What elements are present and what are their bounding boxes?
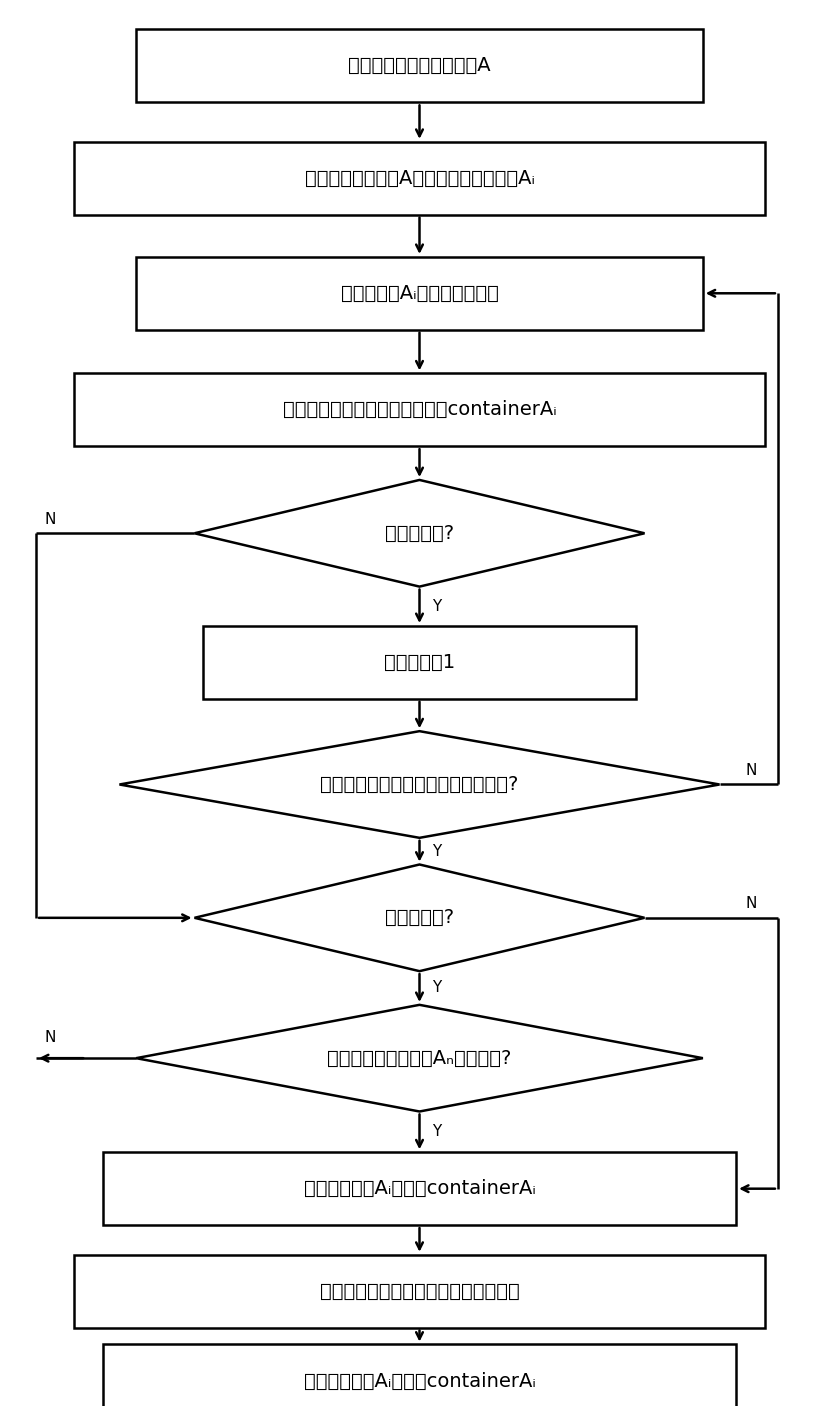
Bar — [74, 142, 765, 214]
Bar — [103, 1153, 736, 1226]
Text: 针对计算任务集合A中的每一个计算任务Aᵢ: 针对计算任务集合A中的每一个计算任务Aᵢ — [305, 169, 534, 187]
Text: N: N — [746, 762, 757, 778]
Text: 有循环属性?: 有循环属性? — [385, 524, 454, 542]
Polygon shape — [195, 865, 644, 971]
Text: N: N — [746, 896, 757, 912]
Bar — [74, 1254, 765, 1327]
Text: 运行计算任务Aᵢ的容器containerAᵢ: 运行计算任务Aᵢ的容器containerAᵢ — [304, 1179, 535, 1198]
Text: 接收提交的计算任务集合A: 接收提交的计算任务集合A — [348, 56, 491, 76]
Text: Y: Y — [432, 981, 441, 996]
Polygon shape — [195, 480, 644, 586]
Bar — [136, 256, 703, 330]
Text: 为计算任务Aᵢ选择客户端节点: 为计算任务Aᵢ选择客户端节点 — [341, 283, 498, 303]
Polygon shape — [136, 1005, 703, 1112]
Text: 运行结束后将计算结果传输到数据仓库: 运行结束后将计算结果传输到数据仓库 — [320, 1282, 519, 1301]
Text: 删除计算任务Aᵢ的容器containerAᵢ: 删除计算任务Aᵢ的容器containerAᵢ — [304, 1371, 535, 1391]
Text: Y: Y — [432, 599, 441, 614]
Text: N: N — [44, 511, 56, 527]
Text: 有依赖属性?: 有依赖属性? — [385, 909, 454, 927]
Text: 循环计数的値是否等于循环属性的値?: 循环计数的値是否等于循环属性的値? — [320, 775, 519, 795]
Bar — [203, 626, 636, 699]
Text: Y: Y — [432, 1124, 441, 1140]
Text: N: N — [44, 1030, 56, 1044]
Bar — [136, 30, 703, 103]
Bar — [74, 373, 765, 447]
Text: 在选择的客户端节点中创建容器containerAᵢ: 在选择的客户端节点中创建容器containerAᵢ — [283, 400, 556, 420]
Text: Y: Y — [432, 844, 441, 858]
Polygon shape — [119, 731, 720, 838]
Text: 依赖的目标计算任务Aₙ运行完毕?: 依赖的目标计算任务Aₙ运行完毕? — [327, 1048, 512, 1068]
Text: 循环计数加1: 循环计数加1 — [384, 652, 455, 672]
Bar — [103, 1344, 736, 1409]
